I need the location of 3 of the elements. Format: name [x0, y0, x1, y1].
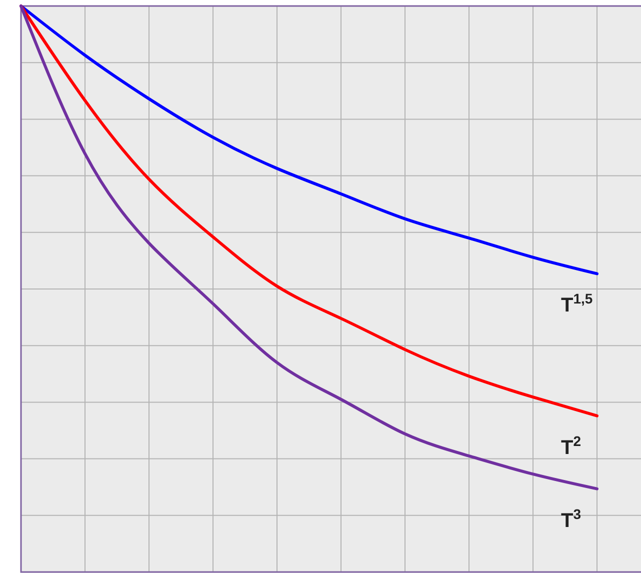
series-label: T$^{2}$: [561, 432, 582, 459]
series-label: T$^{1,5}$: [561, 290, 593, 317]
series-label: T$^{3}$: [561, 506, 582, 532]
